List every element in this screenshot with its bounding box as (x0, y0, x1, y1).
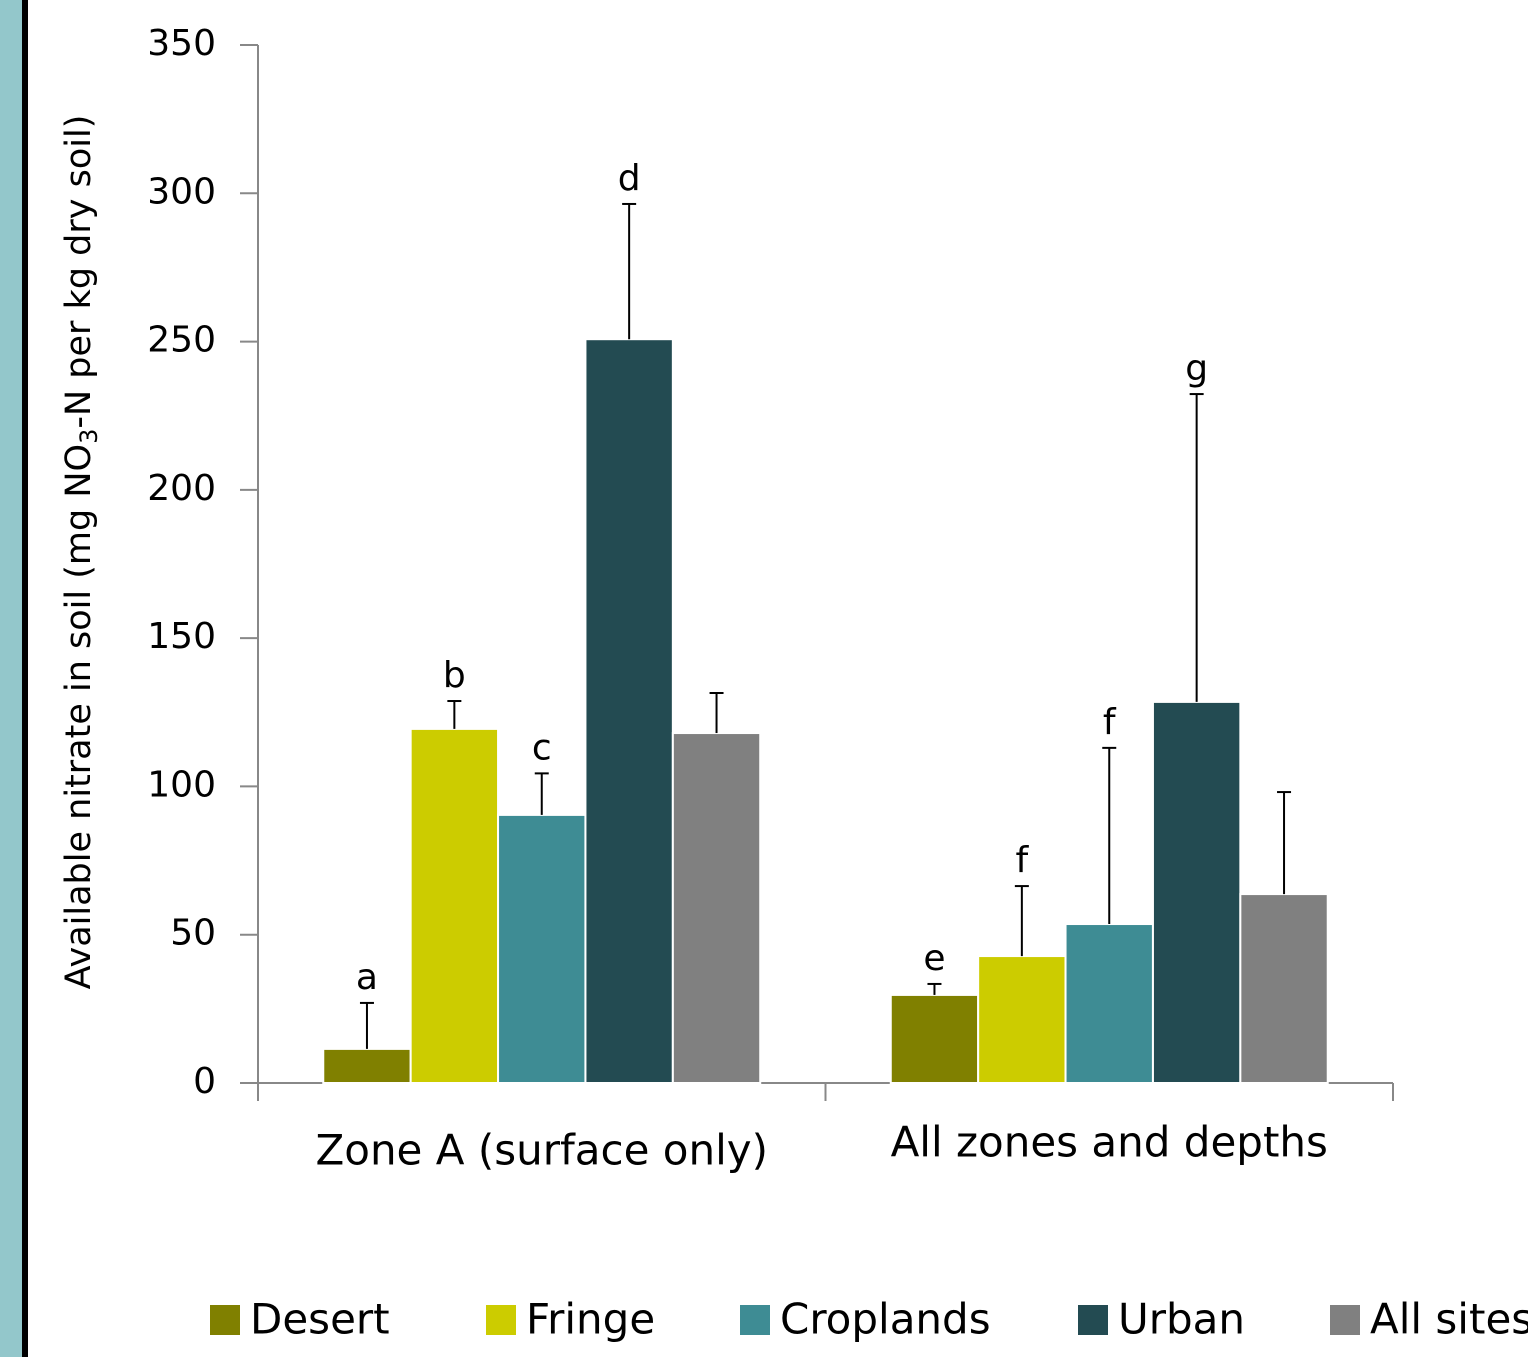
significance-label: a (356, 957, 378, 998)
bar (977, 955, 1067, 1085)
x-tick-label: Zone A (surface only) (315, 1126, 768, 1175)
y-tick-label: 0 (193, 1061, 216, 1102)
side-stripe (0, 0, 22, 1357)
legend-label: Fringe (526, 1295, 655, 1344)
significance-label: g (1185, 348, 1208, 389)
y-label-subscript: 3 (75, 429, 103, 444)
y-label-part: Available nitrate in soil (mg NO (59, 444, 99, 989)
y-axis-label: Available nitrate in soil (mg NO3-N per … (59, 115, 103, 990)
legend-label: All sites (1370, 1295, 1528, 1344)
bar (1239, 893, 1329, 1084)
bar (409, 727, 500, 1085)
bar (889, 993, 980, 1084)
legend-swatch (740, 1305, 770, 1335)
legend-swatch (486, 1305, 516, 1335)
legend-label: Croplands (780, 1295, 991, 1344)
bar (322, 1047, 412, 1084)
significance-label: e (923, 938, 945, 979)
legend-swatch (1330, 1305, 1360, 1335)
significance-label: d (618, 158, 641, 199)
legend-label: Urban (1118, 1295, 1245, 1344)
bar (1151, 700, 1242, 1084)
legend-swatch (1078, 1305, 1108, 1335)
y-tick-label: 100 (147, 764, 216, 805)
bar (671, 732, 762, 1084)
legend-swatch (210, 1305, 240, 1335)
significance-label: f (1103, 702, 1117, 743)
bar (1064, 923, 1154, 1084)
significance-label: c (532, 727, 552, 768)
y-label-part: -N per kg dry soil) (59, 115, 99, 429)
bar (497, 813, 587, 1084)
y-tick-label: 250 (147, 320, 216, 361)
x-tick-label: All zones and depths (891, 1118, 1328, 1167)
y-tick-label: 200 (147, 468, 216, 509)
y-tick-label: 50 (170, 913, 216, 954)
y-tick-label: 300 (147, 171, 216, 212)
y-tick-label: 350 (147, 23, 216, 64)
significance-label: b (443, 655, 466, 696)
y-tick-label: 150 (147, 616, 216, 657)
significance-label: f (1016, 840, 1030, 881)
side-border (22, 0, 28, 1357)
legend-label: Desert (250, 1295, 390, 1344)
bar (584, 338, 674, 1084)
